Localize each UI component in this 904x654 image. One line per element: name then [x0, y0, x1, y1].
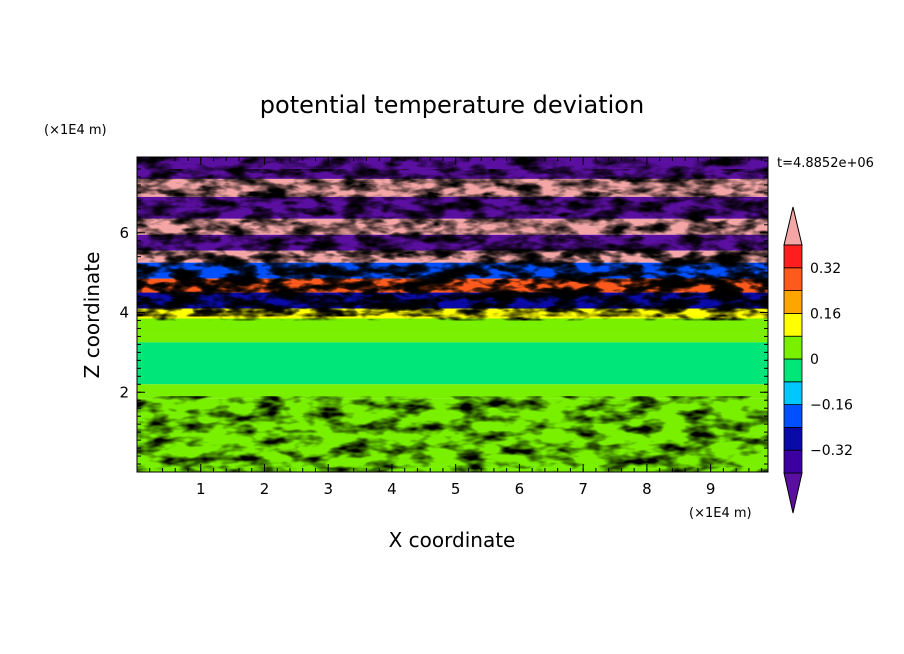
- colorbar-segment: [783, 312, 803, 337]
- y-axis-label: Z coordinate: [80, 252, 104, 379]
- x-unit-label: (×1E4 m): [689, 506, 752, 521]
- x-tick-label: 3: [323, 480, 333, 498]
- y-tick-label: 6: [119, 224, 129, 242]
- field-texture: [137, 272, 768, 301]
- colorbar-segment: [783, 426, 803, 451]
- y-unit-label: (×1E4 m): [44, 123, 107, 138]
- time-label: t=4.8852e+06: [777, 156, 874, 171]
- x-tick-label: 1: [196, 480, 206, 498]
- x-tick-label: 7: [578, 480, 588, 498]
- colorbar-extend-bottom: [783, 472, 803, 514]
- x-tick-label: 9: [706, 480, 716, 498]
- x-tick-label: 5: [451, 480, 461, 498]
- colorbar: 0.32 0.16 0 −0.16 −0.32: [783, 206, 853, 514]
- field-band: [137, 342, 768, 385]
- x-tick-label: 6: [515, 480, 525, 498]
- colorbar-tick-label: −0.32: [810, 443, 853, 459]
- x-axis-ticks: 1 2 3 4 5 6 7 8 9: [149, 157, 763, 498]
- colorbar-segment: [783, 244, 803, 269]
- plot-frame: [136, 156, 769, 473]
- colorbar-segment: [783, 267, 803, 291]
- colorbar-segment: [783, 381, 803, 405]
- y-tick-label: 2: [119, 383, 129, 401]
- colorbar-tick-label: −0.16: [810, 398, 853, 414]
- colorbar-segment: [783, 335, 803, 360]
- field-band: [137, 318, 768, 335]
- colorbar-segment: [783, 404, 803, 428]
- colorbar-tick-label: 0: [810, 352, 819, 368]
- colorbar-tick-label: 0.16: [810, 306, 841, 322]
- contour-field-texture: [137, 157, 768, 472]
- x-tick-label: 2: [260, 480, 270, 498]
- y-tick-label: 4: [119, 304, 129, 322]
- x-tick-label: 4: [387, 480, 397, 498]
- colorbar-segment: [783, 358, 803, 383]
- chart-title: potential temperature deviation: [260, 91, 644, 119]
- x-axis-label: X coordinate: [389, 528, 516, 552]
- colorbar-extend-top: [783, 206, 803, 246]
- field-band: [137, 334, 768, 343]
- x-tick-label: 8: [642, 480, 652, 498]
- y-axis-ticks: 2 4 6: [119, 160, 768, 465]
- colorbar-tick-label: 0.32: [810, 261, 841, 277]
- colorbar-segment: [783, 449, 803, 474]
- field-texture: [137, 396, 768, 472]
- colorbar-segment: [783, 290, 803, 314]
- field-band: [137, 384, 768, 399]
